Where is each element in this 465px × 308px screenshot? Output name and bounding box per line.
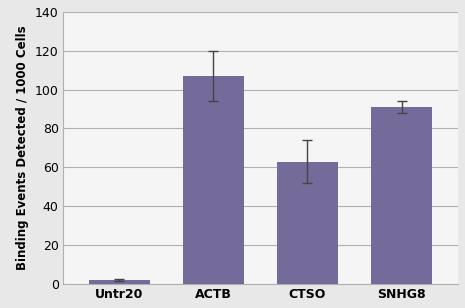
Y-axis label: Binding Events Detected / 1000 Cells: Binding Events Detected / 1000 Cells [16, 26, 29, 270]
Bar [371, 107, 432, 284]
Bar [89, 280, 150, 284]
Bar [277, 161, 338, 284]
Bar [183, 76, 244, 284]
